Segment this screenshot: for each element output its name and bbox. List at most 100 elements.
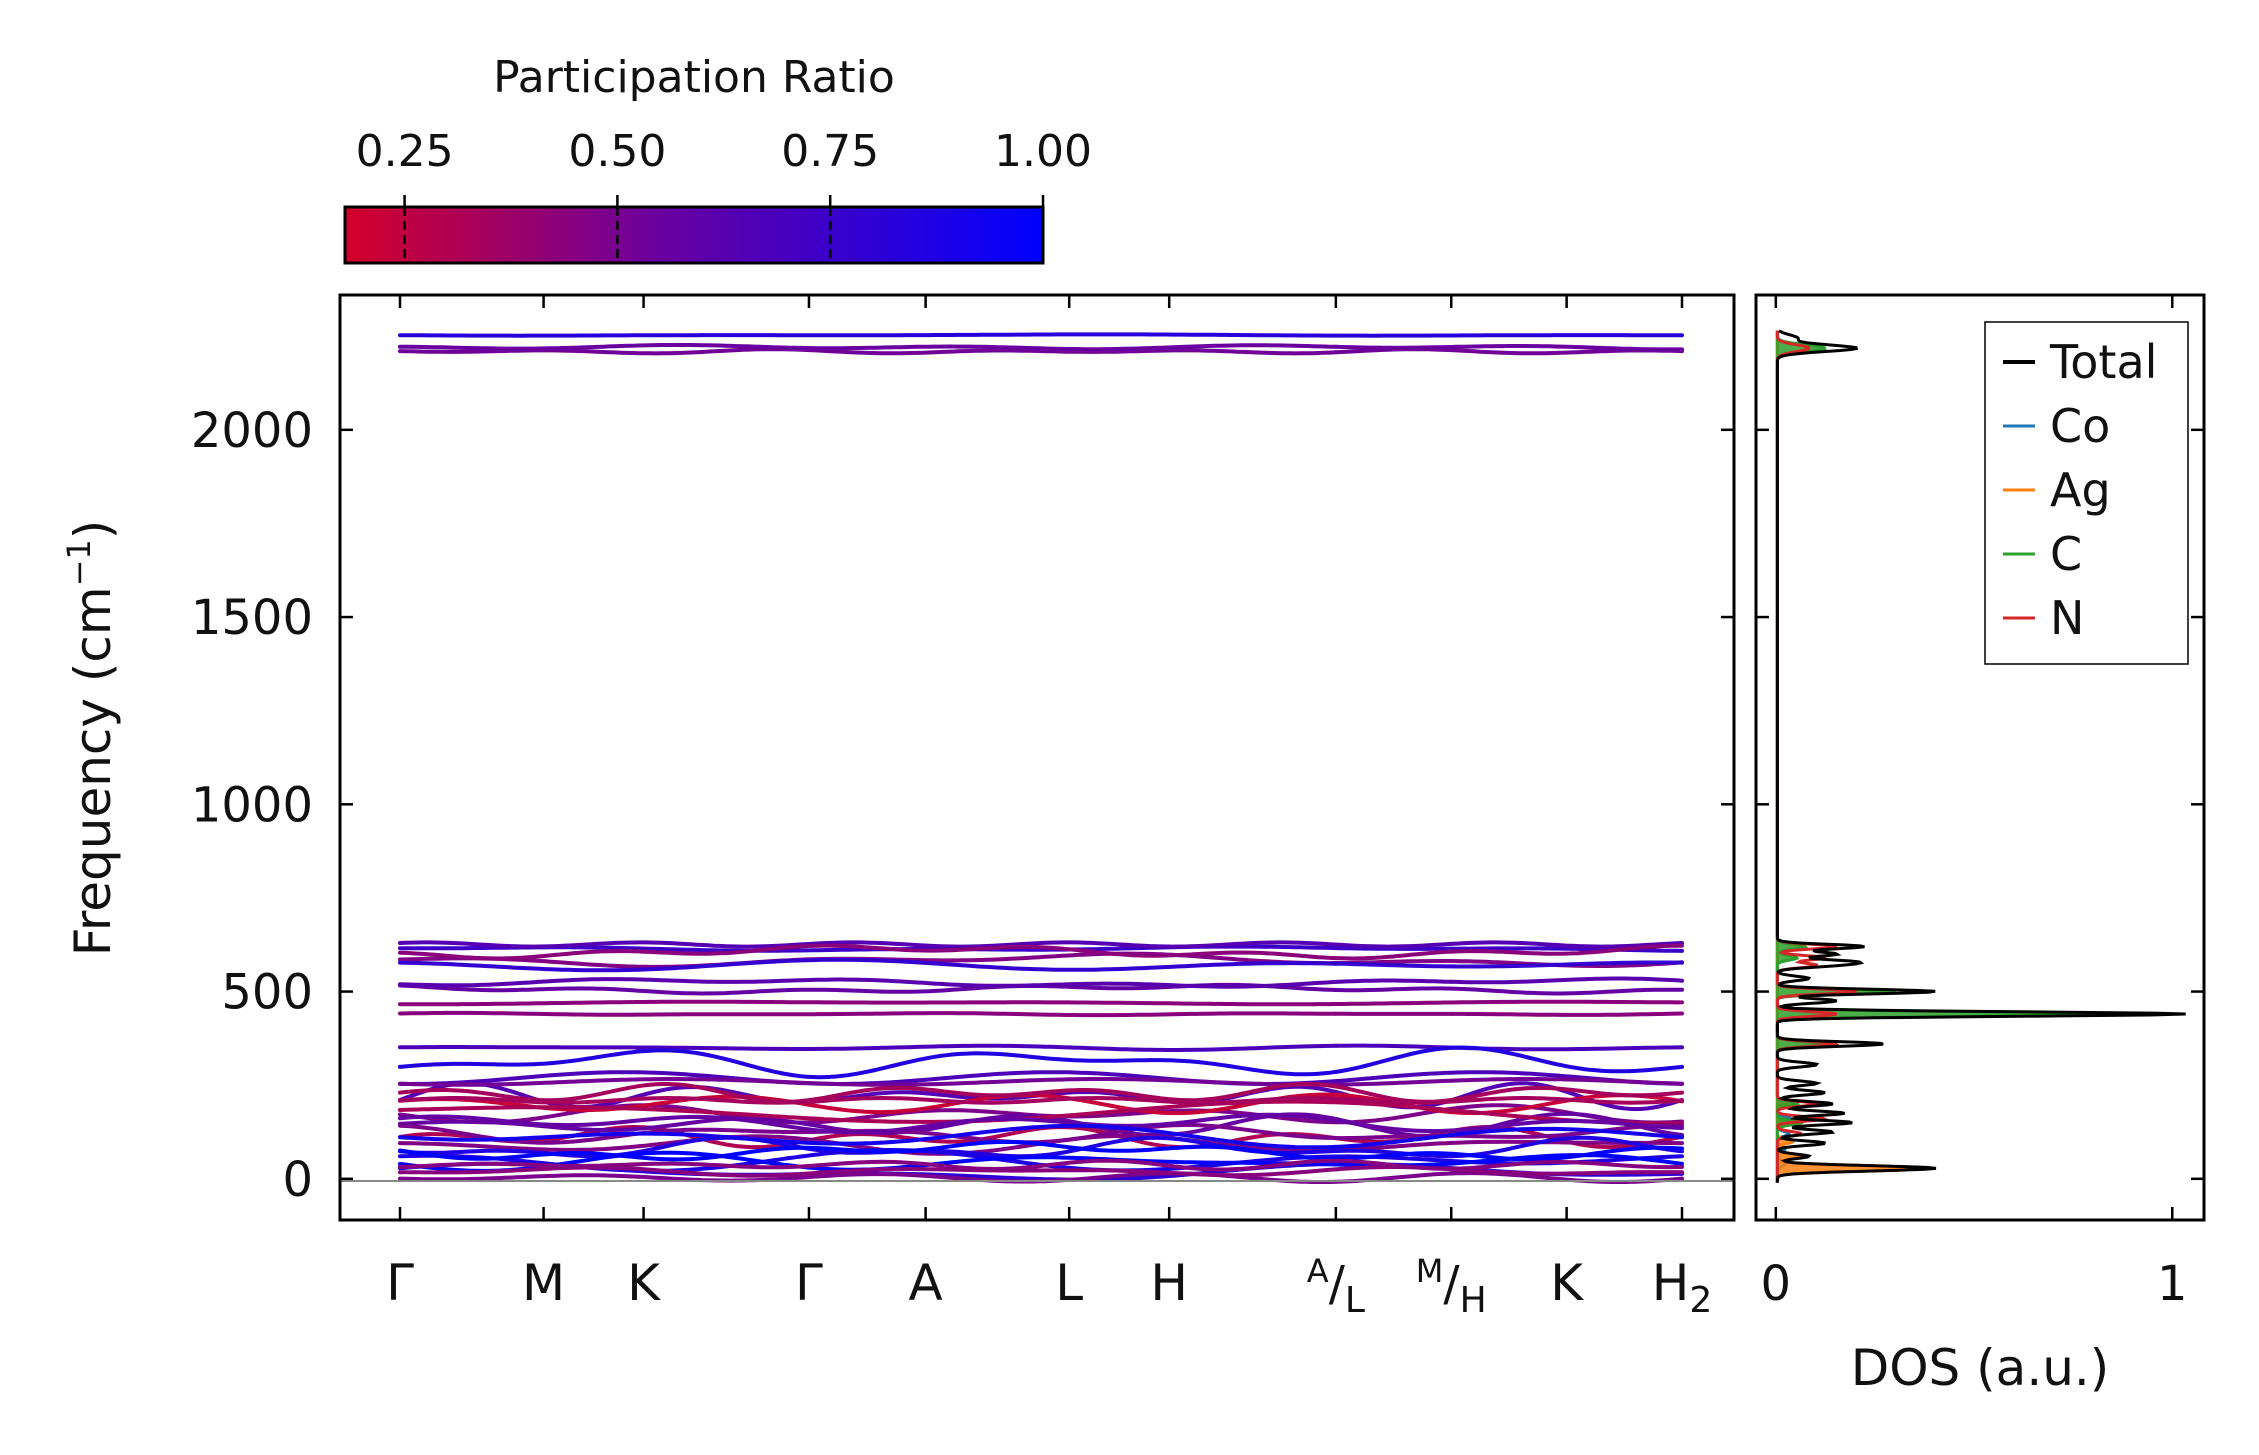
kpoint-label: Γ	[795, 1254, 823, 1312]
colorbar-tick-label: 1.00	[994, 126, 1092, 177]
legend-label-c: C	[2050, 527, 2082, 581]
colorbar-gradient	[343, 205, 1045, 265]
legend-label-total: Total	[2049, 335, 2157, 389]
phonon-band	[1333, 961, 1454, 969]
phonon-band	[1333, 1158, 1454, 1171]
phonon-band	[1333, 344, 1454, 350]
phonon-band	[1333, 1151, 1454, 1161]
phonon-band	[1333, 1148, 1454, 1159]
phonon-band	[1449, 943, 1684, 956]
band-lines	[398, 332, 1684, 1184]
phonon-band	[398, 1043, 1338, 1052]
dos-x-axis-label: DOS (a.u.)	[1851, 1339, 2110, 1397]
band-ytick-label: 1000	[191, 777, 313, 833]
dos-lines	[1775, 329, 2186, 1183]
phonon-band	[398, 999, 1338, 1007]
band-ytick-label: 1500	[191, 590, 313, 646]
kpoint-label: K	[1550, 1254, 1584, 1312]
phonon-band	[398, 1095, 1338, 1105]
phonon-band	[1333, 1118, 1454, 1134]
phonon-band	[1449, 976, 1684, 985]
phonon-band	[1333, 946, 1454, 951]
phonon-band	[398, 1158, 1338, 1172]
colorbar-title: Participation Ratio	[493, 52, 895, 103]
dos-curve-total	[1775, 329, 2186, 1183]
band-structure-panel: 0 500 1000 1500 2000 Γ M K Γ A L H A/L M/H K H2 Freque…	[60, 293, 1736, 1321]
phonon-band	[1333, 986, 1454, 993]
ylabel-main: Frequency (cm	[64, 586, 122, 956]
phonon-band	[398, 332, 1338, 338]
ylabel-close: )	[64, 520, 122, 540]
band-axes-frame	[338, 293, 1736, 1222]
band-x-ticks: Γ M K Γ A L H A/L M/H K H2	[386, 295, 1712, 1321]
phonon-band	[1449, 1153, 1684, 1166]
legend-label-co: Co	[2050, 399, 2110, 453]
phonon-band	[1449, 1119, 1684, 1133]
phonon-band	[398, 1112, 1338, 1135]
phonon-band	[1449, 1081, 1684, 1112]
phonon-band	[1449, 1135, 1684, 1159]
phonon-band	[1333, 1078, 1454, 1087]
colorbar-tick-label: 0.25	[356, 126, 454, 177]
phonon-band	[398, 1123, 1338, 1150]
dos-xtick-label: 0	[1761, 1256, 1792, 1312]
phonon-band	[1333, 1070, 1454, 1084]
kpoint-label: M/H	[1416, 1252, 1487, 1321]
phonon-band	[1449, 1085, 1684, 1102]
phonon-band	[1449, 960, 1684, 969]
kpoint-label: H2	[1652, 1254, 1713, 1321]
dos-fill-ag	[1775, 330, 1929, 1183]
phonon-band	[1449, 986, 1684, 996]
band-ytick-label: 500	[221, 965, 313, 1021]
phonon-band	[398, 977, 1338, 989]
phonon-band	[1333, 941, 1454, 949]
dos-axes-frame	[1754, 293, 2206, 1222]
phonon-band	[1449, 1077, 1684, 1086]
phonon-band	[1333, 1096, 1454, 1105]
phonon-band	[1449, 344, 1684, 352]
dos-legend: Total Co Ag CN	[1984, 321, 2189, 665]
band-ytick-label: 0	[282, 1152, 313, 1208]
phonon-band	[1449, 1126, 1684, 1140]
phonon-band	[398, 943, 1338, 961]
phonon-band	[398, 940, 1338, 949]
dos-curve-ag	[1775, 330, 1929, 1183]
phonon-band	[1333, 1045, 1454, 1074]
phonon-band	[1333, 1133, 1454, 1149]
phonon-band	[398, 1077, 1338, 1087]
dos-curve-n	[1775, 330, 1857, 1183]
phonon-band	[1449, 1139, 1684, 1146]
phonon-band	[398, 957, 1338, 973]
phonon-band	[398, 1165, 1338, 1178]
phonon-band	[1449, 946, 1684, 953]
phonon-band	[1333, 1043, 1454, 1050]
ylabel-superscript: −1	[60, 539, 98, 586]
phonon-band	[1449, 1160, 1684, 1171]
phonon-band	[1449, 940, 1684, 949]
phonon-band	[1449, 1011, 1684, 1017]
kpoint-label: Γ	[386, 1254, 414, 1312]
phonon-band	[1449, 1045, 1684, 1074]
kpoint-label: K	[627, 1254, 661, 1312]
kpoint-label: M	[522, 1254, 565, 1312]
phonon-band	[1333, 949, 1454, 961]
band-y-ticks: 0 500 1000 1500 2000	[191, 403, 1734, 1208]
phonon-band	[398, 1103, 1338, 1125]
dos-curve-co	[1775, 330, 1794, 1183]
colorbar-tick-label: 0.75	[781, 126, 879, 177]
phonon-band	[398, 1099, 1338, 1124]
kpoint-label: L	[1055, 1254, 1083, 1312]
colorbar-tick-label: 0.50	[568, 126, 666, 177]
phonon-band	[398, 1139, 1338, 1162]
colorbar-ticks: 0.25 0.50 0.75 1.00	[356, 126, 1092, 263]
colorbar: Participation Ratio 0.25 0.50 0.75 1.00	[343, 52, 1092, 265]
phonon-band	[1333, 1000, 1454, 1006]
phonon-band	[398, 342, 1338, 352]
legend-label-n: N	[2050, 591, 2084, 645]
kpoint-label: A	[909, 1254, 943, 1312]
phonon-band	[398, 1010, 1338, 1018]
band-ytick-label: 2000	[191, 403, 313, 459]
